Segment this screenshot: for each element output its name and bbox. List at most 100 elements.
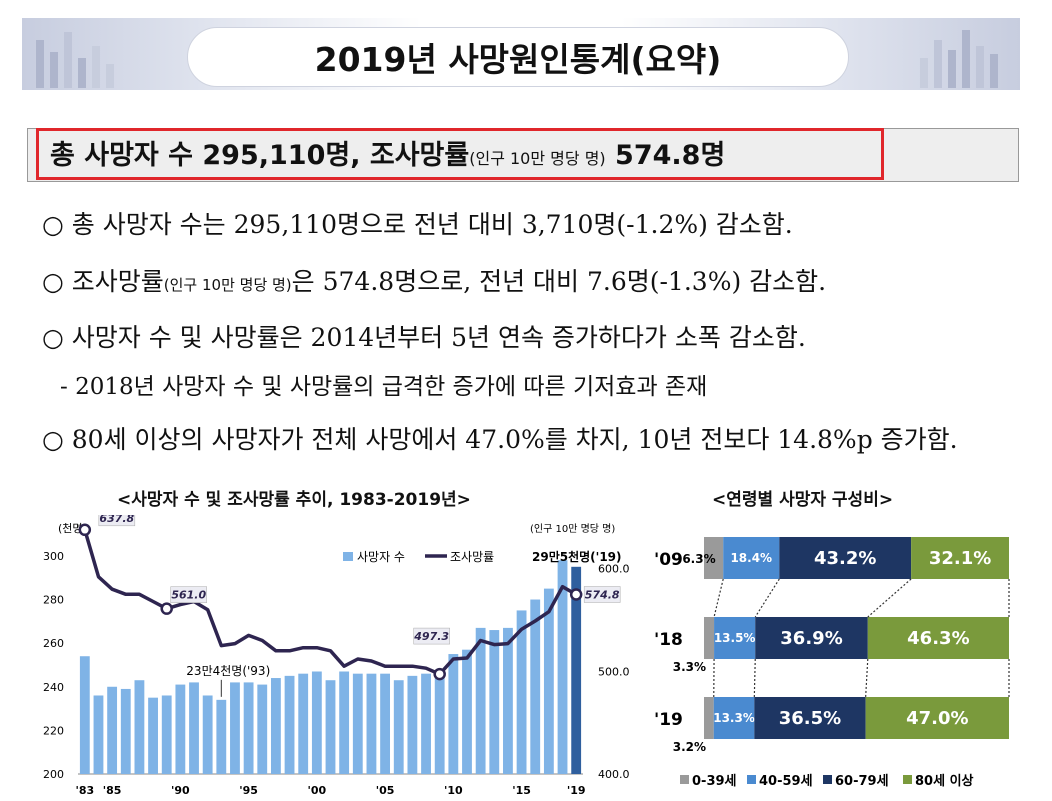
deaths-bar bbox=[202, 695, 213, 774]
deaths-bar bbox=[270, 678, 281, 774]
left-tick-label: 280 bbox=[43, 594, 64, 607]
summary-text: 총 사망자 수 295,110명, 조사망률(인구 10만 명당 명) 574.… bbox=[50, 133, 725, 172]
bar-decoration-left-icon bbox=[36, 32, 114, 88]
rate-callout-label: 561.0 bbox=[171, 589, 206, 602]
category-label: '18 bbox=[654, 630, 683, 650]
stack-segment bbox=[911, 537, 1009, 579]
deaths-bar bbox=[421, 673, 431, 774]
connector-line bbox=[754, 578, 780, 618]
legend-label-rate: 조사망률 bbox=[450, 550, 494, 564]
deaths-bar bbox=[257, 684, 268, 774]
summary-highlight bbox=[36, 128, 884, 180]
segment-label: 13.3% bbox=[713, 711, 755, 725]
right-axis-unit: (인구 10만 명당 명) bbox=[530, 523, 615, 535]
deaths-bar bbox=[148, 697, 158, 774]
stack-segment bbox=[867, 617, 1009, 659]
rate-marker bbox=[78, 523, 92, 537]
segment-label: 6.3% bbox=[682, 552, 715, 566]
x-tick-label: '95 bbox=[239, 784, 258, 797]
category-label: '09 bbox=[654, 550, 683, 570]
deaths-bar bbox=[462, 649, 472, 774]
deaths-bar bbox=[571, 566, 582, 774]
low-deaths-label: 23만4천명('93) bbox=[186, 663, 270, 678]
segment-label: 36.5% bbox=[779, 708, 841, 729]
stack-segment bbox=[704, 617, 715, 659]
deaths-bar bbox=[543, 588, 554, 774]
connector-line bbox=[865, 658, 869, 698]
deaths-bar bbox=[93, 695, 104, 774]
segment-label: 18.4% bbox=[730, 551, 772, 565]
left-tick-label: 220 bbox=[43, 724, 64, 737]
deaths-bar bbox=[407, 675, 418, 774]
deaths-bar bbox=[530, 599, 541, 774]
legend-label: 40-59세 bbox=[759, 774, 813, 789]
deaths-bar bbox=[448, 654, 459, 774]
summary-unit: (인구 10만 명당 명) bbox=[469, 149, 606, 168]
rate-callout-label: 497.3 bbox=[413, 630, 449, 643]
segment-label: 46.3% bbox=[907, 628, 969, 649]
bar-decoration-right-icon bbox=[920, 30, 998, 88]
rate-callout-box bbox=[583, 586, 621, 603]
stack-segment bbox=[755, 617, 868, 659]
deaths-bar bbox=[434, 671, 445, 774]
deaths-bar bbox=[161, 695, 172, 774]
deaths-bar bbox=[230, 682, 240, 774]
deaths-bar bbox=[189, 682, 199, 774]
segment-label: 13.5% bbox=[714, 631, 756, 645]
left-tick-label: 240 bbox=[43, 681, 64, 694]
age-composition-chart: '09 6.3% 18.4% 43.2% 32.1% '18 3.3% 13.5% 36.9% 4… bbox=[654, 537, 1010, 789]
stacked-chart-title: <연령별 사망자 구성비> bbox=[712, 490, 894, 510]
stack-segment bbox=[779, 537, 912, 579]
bullet-age80: ○ 80세 이상의 사망자가 전체 사망에서 47.0%를 차지, 10년 전보… bbox=[42, 425, 958, 454]
bullet-total-deaths: ○ 총 사망자 수는 295,110명으로 전년 대비 3,710명(-1.2%… bbox=[42, 210, 793, 239]
deaths-bar bbox=[311, 671, 322, 774]
deaths-bar bbox=[366, 673, 377, 774]
stack-segment bbox=[865, 697, 1009, 739]
deaths-bar bbox=[489, 630, 500, 774]
x-tick-label: '00 bbox=[308, 784, 327, 797]
x-tick-label: '90 bbox=[171, 784, 190, 797]
stack-segment bbox=[704, 537, 724, 579]
rate-callout-box bbox=[413, 627, 450, 645]
deaths-bar bbox=[475, 627, 486, 774]
bullet-crude-rate-lead: ○ 조사망률 bbox=[42, 267, 164, 296]
deaths-bar bbox=[175, 684, 186, 774]
deaths-bar bbox=[79, 656, 90, 774]
left-tick-label: 260 bbox=[43, 637, 64, 650]
segment-label: 3.2% bbox=[673, 740, 706, 754]
bullet-trend: ○ 사망자 수 및 사망률은 2014년부터 5년 연속 증가하다가 소폭 감소… bbox=[42, 323, 806, 352]
deaths-bar bbox=[557, 560, 568, 774]
rate-marker bbox=[160, 602, 173, 615]
segment-label: 32.1% bbox=[929, 548, 991, 569]
x-tick-label: '85 bbox=[103, 784, 122, 797]
deaths-rate-chart: (천명) (인구 10만 명당 명)200220240260280300400.0… bbox=[43, 515, 630, 797]
summary-rate: 574.8명 bbox=[605, 140, 726, 171]
rate-marker bbox=[433, 667, 446, 681]
summary-main: 총 사망자 수 295,110명, 조사망률 bbox=[50, 140, 470, 171]
deaths-bar bbox=[393, 680, 404, 774]
deaths-bar bbox=[107, 686, 118, 774]
rate-callout-box bbox=[170, 586, 207, 603]
legend-swatch bbox=[903, 775, 912, 784]
deaths-bar bbox=[243, 682, 254, 774]
stack-segment bbox=[713, 697, 755, 739]
deaths-bar bbox=[284, 675, 295, 774]
deaths-bar bbox=[216, 699, 227, 774]
legend-label-deaths: 사망자 수 bbox=[357, 550, 405, 564]
latest-deaths-label: 29만5천명('19) bbox=[532, 549, 622, 564]
left-tick-label: 300 bbox=[43, 550, 64, 563]
bullet-crude-rate: ○ 조사망률(인구 10만 명당 명)은 574.8명으로, 전년 대비 7.6… bbox=[42, 262, 826, 298]
legend-label: 60-79세 bbox=[835, 774, 889, 789]
stack-segment bbox=[704, 697, 714, 739]
connector-line bbox=[867, 578, 912, 618]
bullet-base-effect: - 2018년 사망자 수 및 사망률의 급격한 증가에 따른 기저효과 존재 bbox=[60, 374, 708, 400]
legend-swatch bbox=[680, 775, 689, 784]
legend-label: 80세 이상 bbox=[915, 773, 974, 789]
stack-segment bbox=[723, 537, 780, 579]
deaths-bar bbox=[298, 673, 309, 774]
deaths-bar bbox=[503, 627, 513, 774]
left-tick-label: 200 bbox=[43, 768, 64, 781]
legend-swatch bbox=[747, 775, 756, 784]
deaths-bar bbox=[516, 610, 527, 774]
legend-swatch-bars bbox=[343, 552, 353, 561]
